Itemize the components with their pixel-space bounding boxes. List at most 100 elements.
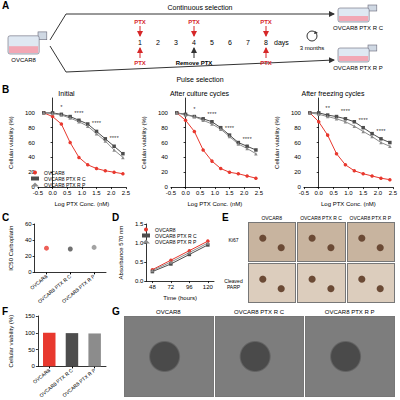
svg-text:2.0: 2.0 <box>374 190 383 196</box>
svg-text:40: 40 <box>161 154 168 160</box>
svg-text:40: 40 <box>28 154 35 160</box>
svg-text:80: 80 <box>28 125 35 131</box>
svg-text:7: 7 <box>246 39 250 46</box>
svg-text:Continuous selection: Continuous selection <box>168 4 233 11</box>
svg-text:1.5: 1.5 <box>92 190 101 196</box>
svg-text:****: **** <box>376 128 386 134</box>
svg-text:OVCAR8 PTX R C: OVCAR8 PTX R C <box>333 25 384 31</box>
svg-text:PTX: PTX <box>134 60 146 66</box>
svg-text:OVCAR8: OVCAR8 <box>11 57 36 63</box>
svg-text:4: 4 <box>192 39 196 46</box>
svg-text:0: 0 <box>32 363 36 369</box>
svg-text:100: 100 <box>291 110 302 116</box>
svg-text:-0.5: -0.5 <box>166 190 177 196</box>
svg-text:2.5: 2.5 <box>389 190 398 196</box>
svg-text:150: 150 <box>25 313 36 319</box>
svg-text:0.0: 0.0 <box>181 190 190 196</box>
svg-text:OVCAR8 PTX R P: OVCAR8 PTX R P <box>44 182 86 188</box>
svg-text:1.0: 1.0 <box>78 190 87 196</box>
svg-text:****: **** <box>92 120 102 126</box>
svg-text:40: 40 <box>294 154 301 160</box>
svg-text:Cellular viability (%): Cellular viability (%) <box>141 116 147 169</box>
svg-text:8: 8 <box>264 39 268 46</box>
svg-text:0.0: 0.0 <box>135 278 144 284</box>
svg-text:****: **** <box>207 111 217 117</box>
svg-text:****: **** <box>341 108 351 114</box>
svg-text:**: ** <box>325 105 330 111</box>
svg-text:0.0: 0.0 <box>48 190 57 196</box>
svg-text:1.5: 1.5 <box>359 190 368 196</box>
svg-text:Pulse selection: Pulse selection <box>176 76 223 83</box>
svg-text:OVCAR8 PTX R P: OVCAR8 PTX R P <box>333 65 383 71</box>
svg-text:0.5: 0.5 <box>196 190 205 196</box>
svg-text:0.5: 0.5 <box>329 190 338 196</box>
svg-text:IC50 Carboplatin: IC50 Carboplatin <box>8 226 14 271</box>
svg-text:2: 2 <box>156 39 160 46</box>
svg-text:****: **** <box>109 135 119 141</box>
svg-text:Remove PTX: Remove PTX <box>176 60 213 66</box>
svg-text:****: **** <box>74 110 84 116</box>
svg-text:100: 100 <box>25 110 36 116</box>
svg-text:100: 100 <box>158 110 169 116</box>
svg-text:PTX: PTX <box>188 19 200 25</box>
svg-text:Initial: Initial <box>58 90 75 97</box>
svg-text:0.0: 0.0 <box>315 190 324 196</box>
svg-text:50: 50 <box>28 347 35 353</box>
svg-text:Cellular viability (%): Cellular viability (%) <box>274 116 280 169</box>
svg-text:80: 80 <box>294 125 301 131</box>
svg-text:After culture cycles: After culture cycles <box>170 90 230 98</box>
svg-text:60: 60 <box>25 221 32 227</box>
svg-text:OVCAR8: OVCAR8 <box>29 273 49 291</box>
svg-text:60: 60 <box>294 140 301 146</box>
svg-text:2.0: 2.0 <box>107 190 116 196</box>
svg-text:1.0: 1.0 <box>344 190 353 196</box>
svg-text:-0.5: -0.5 <box>33 190 44 196</box>
svg-text:Cellular viability (%): Cellular viability (%) <box>8 315 14 368</box>
svg-text:20: 20 <box>161 169 168 175</box>
svg-text:1.5: 1.5 <box>225 190 234 196</box>
svg-text:2.0: 2.0 <box>240 190 249 196</box>
svg-text:OVCAR8 PTX R P: OVCAR8 PTX R P <box>60 273 96 305</box>
svg-text:120: 120 <box>203 284 214 290</box>
svg-text:OVCAR8 PTX R P: OVCAR8 PTX R P <box>61 367 97 399</box>
svg-text:****: **** <box>359 117 369 123</box>
svg-text:days: days <box>274 39 289 47</box>
svg-text:1: 1 <box>138 39 142 46</box>
svg-text:Absorbance 570 nm: Absorbance 570 nm <box>118 226 124 280</box>
svg-text:40: 40 <box>25 237 32 243</box>
svg-text:1.5: 1.5 <box>135 221 144 227</box>
svg-text:0.5: 0.5 <box>135 259 144 265</box>
svg-text:Log PTX Conc. (nM): Log PTX Conc. (nM) <box>188 201 243 207</box>
svg-text:After freezing cycles: After freezing cycles <box>301 90 365 98</box>
svg-text:PTX: PTX <box>260 60 272 66</box>
svg-text:0: 0 <box>28 269 32 275</box>
svg-text:20: 20 <box>25 253 32 259</box>
svg-text:****: **** <box>225 125 235 131</box>
svg-text:2.5: 2.5 <box>122 190 131 196</box>
svg-text:*: * <box>60 104 63 110</box>
svg-text:OVCAR8 PTX R P: OVCAR8 PTX R P <box>155 239 197 245</box>
svg-text:48: 48 <box>149 284 156 290</box>
svg-text:****: **** <box>242 136 252 142</box>
svg-text:6: 6 <box>228 39 232 46</box>
svg-text:100: 100 <box>25 330 36 336</box>
svg-text:3 months: 3 months <box>300 45 325 51</box>
svg-text:PTX: PTX <box>260 19 272 25</box>
svg-text:60: 60 <box>28 140 35 146</box>
svg-text:72: 72 <box>168 284 175 290</box>
svg-text:60: 60 <box>161 140 168 146</box>
svg-text:PTX: PTX <box>134 19 146 25</box>
svg-text:2.5: 2.5 <box>255 190 264 196</box>
svg-text:Time (hours): Time (hours) <box>163 295 197 301</box>
svg-text:0.5: 0.5 <box>63 190 72 196</box>
svg-text:Log PTX Conc. (nM): Log PTX Conc. (nM) <box>55 201 110 207</box>
svg-text:1.0: 1.0 <box>211 190 220 196</box>
svg-text:OVCAR8: OVCAR8 <box>32 367 52 385</box>
svg-text:5: 5 <box>210 39 214 46</box>
svg-text:Log PTX Conc. (nM): Log PTX Conc. (nM) <box>321 201 376 207</box>
svg-text:20: 20 <box>294 169 301 175</box>
svg-text:96: 96 <box>186 284 193 290</box>
svg-text:Cellular viability (%): Cellular viability (%) <box>8 116 14 169</box>
svg-text:-0.5: -0.5 <box>299 190 310 196</box>
svg-text:*: * <box>193 106 196 112</box>
